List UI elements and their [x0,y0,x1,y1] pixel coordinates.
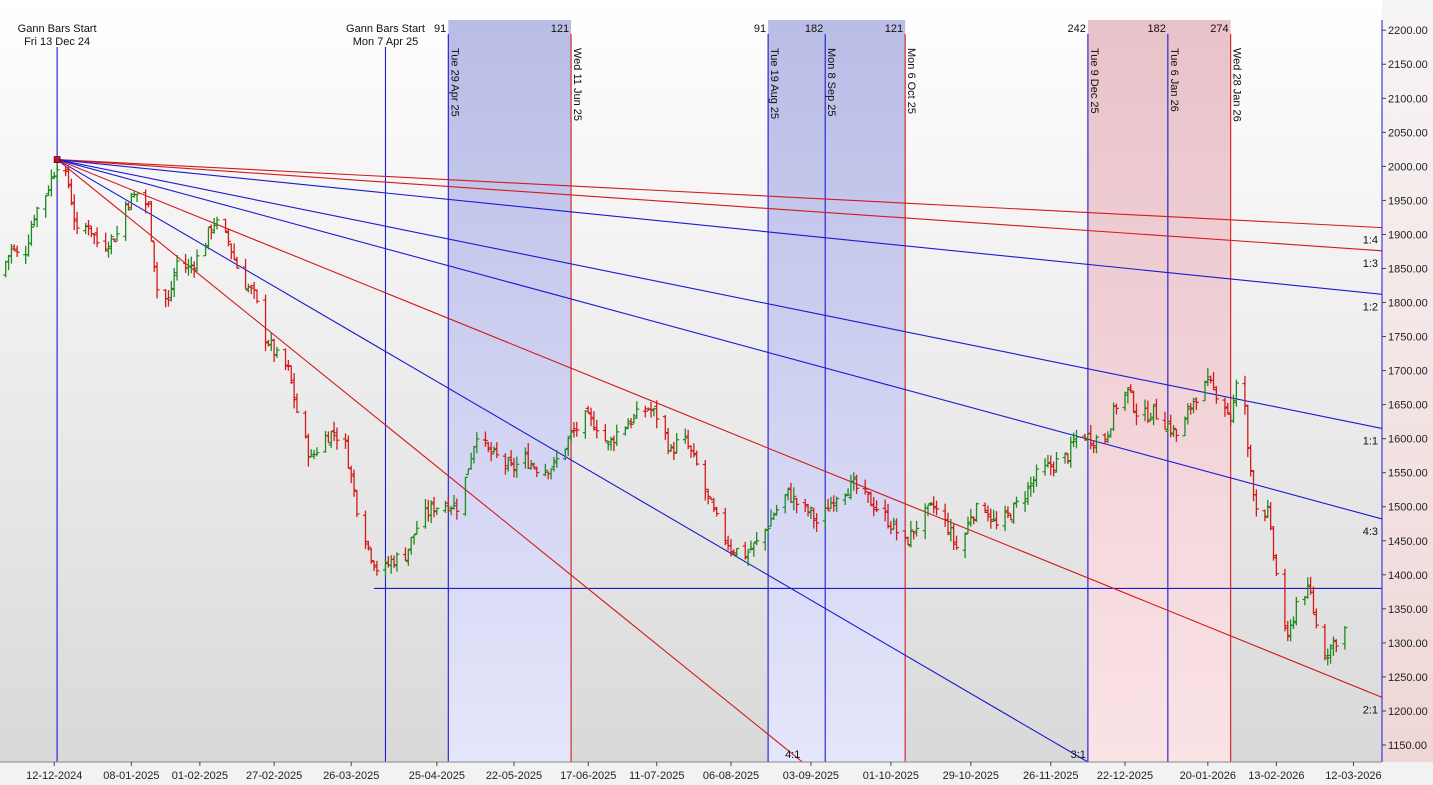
y-tick-label: 2150.00 [1388,59,1428,71]
bar-count-label: 242 [1068,23,1086,35]
y-tick-label: 1150.00 [1388,740,1427,752]
x-tick-label: 22-12-2025 [1097,770,1153,782]
gann-fan-label: 2:1 [1363,704,1378,716]
y-tick-label: 1300.00 [1388,638,1428,650]
gann-start-date: Mon 7 Apr 25 [353,36,418,48]
x-tick-label: 29-10-2025 [943,770,999,782]
y-tick-label: 2100.00 [1388,93,1428,105]
x-tick-label: 26-03-2025 [323,770,379,782]
x-tick-label: 17-06-2025 [560,770,616,782]
gann-fan-label: 3:1 [1071,749,1086,761]
x-axis-panel [0,762,1433,785]
gann-fan-line-2 [57,159,1382,295]
gann-start-date: Fri 13 Dec 24 [24,36,90,48]
x-tick-label: 12-03-2026 [1325,770,1381,782]
bar-count-label: 182 [805,23,823,35]
gann-fan-line-3 [56,159,1382,429]
y-tick-label: 1450.00 [1388,536,1428,548]
gann-fan-label: 1:3 [1363,258,1378,270]
bar-count-label: 91 [434,23,446,35]
gann-fan-label: 4:3 [1363,526,1378,538]
vertical-date-label: Tue 9 Dec 25 [1088,48,1100,114]
y-tick-label: 1800.00 [1388,298,1428,310]
x-tick-label: 01-02-2025 [172,770,228,782]
time-zone-2 [1087,20,1231,762]
gann-fan-label: 1:1 [1363,435,1378,447]
vertical-date-label: Mon 8 Sep 25 [825,48,837,117]
x-tick-label: 06-08-2025 [703,770,759,782]
vertical-date-label: Wed 28 Jan 26 [1231,48,1243,122]
y-tick-label: 1900.00 [1388,229,1428,241]
vertical-date-label: Tue 19 Aug 25 [768,48,780,119]
gann-fan-label: 4:1 [785,749,800,761]
gann-fan-line-1 [57,159,1382,252]
bar-count-label: 91 [754,23,766,35]
x-tick-label: 25-04-2025 [409,770,465,782]
bar-count-label: 182 [1147,23,1165,35]
y-tick-label: 1950.00 [1388,195,1428,207]
gann-start-label: Gann Bars Start [346,23,425,35]
gann-start-label: Gann Bars Start [18,23,97,35]
y-tick-label: 1500.00 [1388,502,1428,514]
y-tick-label: 1700.00 [1388,366,1428,378]
x-tick-label: 08-01-2025 [103,770,159,782]
y-axis-panel [1382,0,1433,762]
y-tick-label: 1350.00 [1388,604,1428,616]
vertical-date-label: Mon 6 Oct 25 [905,48,917,114]
vertical-date-label: Tue 29 Apr 25 [448,48,460,117]
bar-count-label: 121 [885,23,903,35]
x-tick-label: 01-10-2025 [863,770,919,782]
y-tick-label: 2200.00 [1388,25,1428,37]
x-tick-label: 12-12-2024 [26,770,82,782]
gann-fan-line-0 [57,159,1382,229]
x-tick-label: 03-09-2025 [783,770,839,782]
x-tick-label: 13-02-2026 [1248,770,1304,782]
y-tick-label: 1600.00 [1388,434,1428,446]
bar-count-label: 274 [1210,23,1228,35]
time-zone-0 [448,20,572,762]
gann-fan-label: 1:4 [1363,235,1378,247]
gann-fan-line-4 [56,159,1382,520]
x-tick-label: 20-01-2026 [1180,770,1236,782]
y-tick-label: 1650.00 [1388,400,1428,412]
vertical-date-label: Wed 11 Jun 25 [571,48,583,121]
time-zone-1 [768,20,906,762]
x-tick-label: 11-07-2025 [629,770,684,782]
bar-count-label: 121 [551,23,569,35]
y-tick-label: 1750.00 [1388,332,1428,344]
x-tick-label: 22-05-2025 [486,770,542,782]
fan-origin-marker [53,156,61,163]
gann-fan-label: 1:2 [1363,301,1378,313]
vertical-date-label: Tue 6 Jan 26 [1168,48,1180,112]
y-tick-label: 1850.00 [1388,263,1428,275]
y-tick-label: 1550.00 [1388,468,1428,480]
y-tick-label: 2050.00 [1388,127,1428,139]
y-tick-label: 1200.00 [1388,706,1428,718]
y-tick-label: 2000.00 [1388,161,1428,173]
gann-fan-line-7 [56,159,803,762]
x-tick-label: 26-11-2025 [1023,770,1078,782]
y-tick-label: 1250.00 [1388,672,1428,684]
gann-fan-line-5 [56,159,1382,698]
x-tick-label: 27-02-2025 [246,770,302,782]
gann-fan-line-6 [56,159,1089,762]
y-tick-label: 1400.00 [1388,570,1428,582]
